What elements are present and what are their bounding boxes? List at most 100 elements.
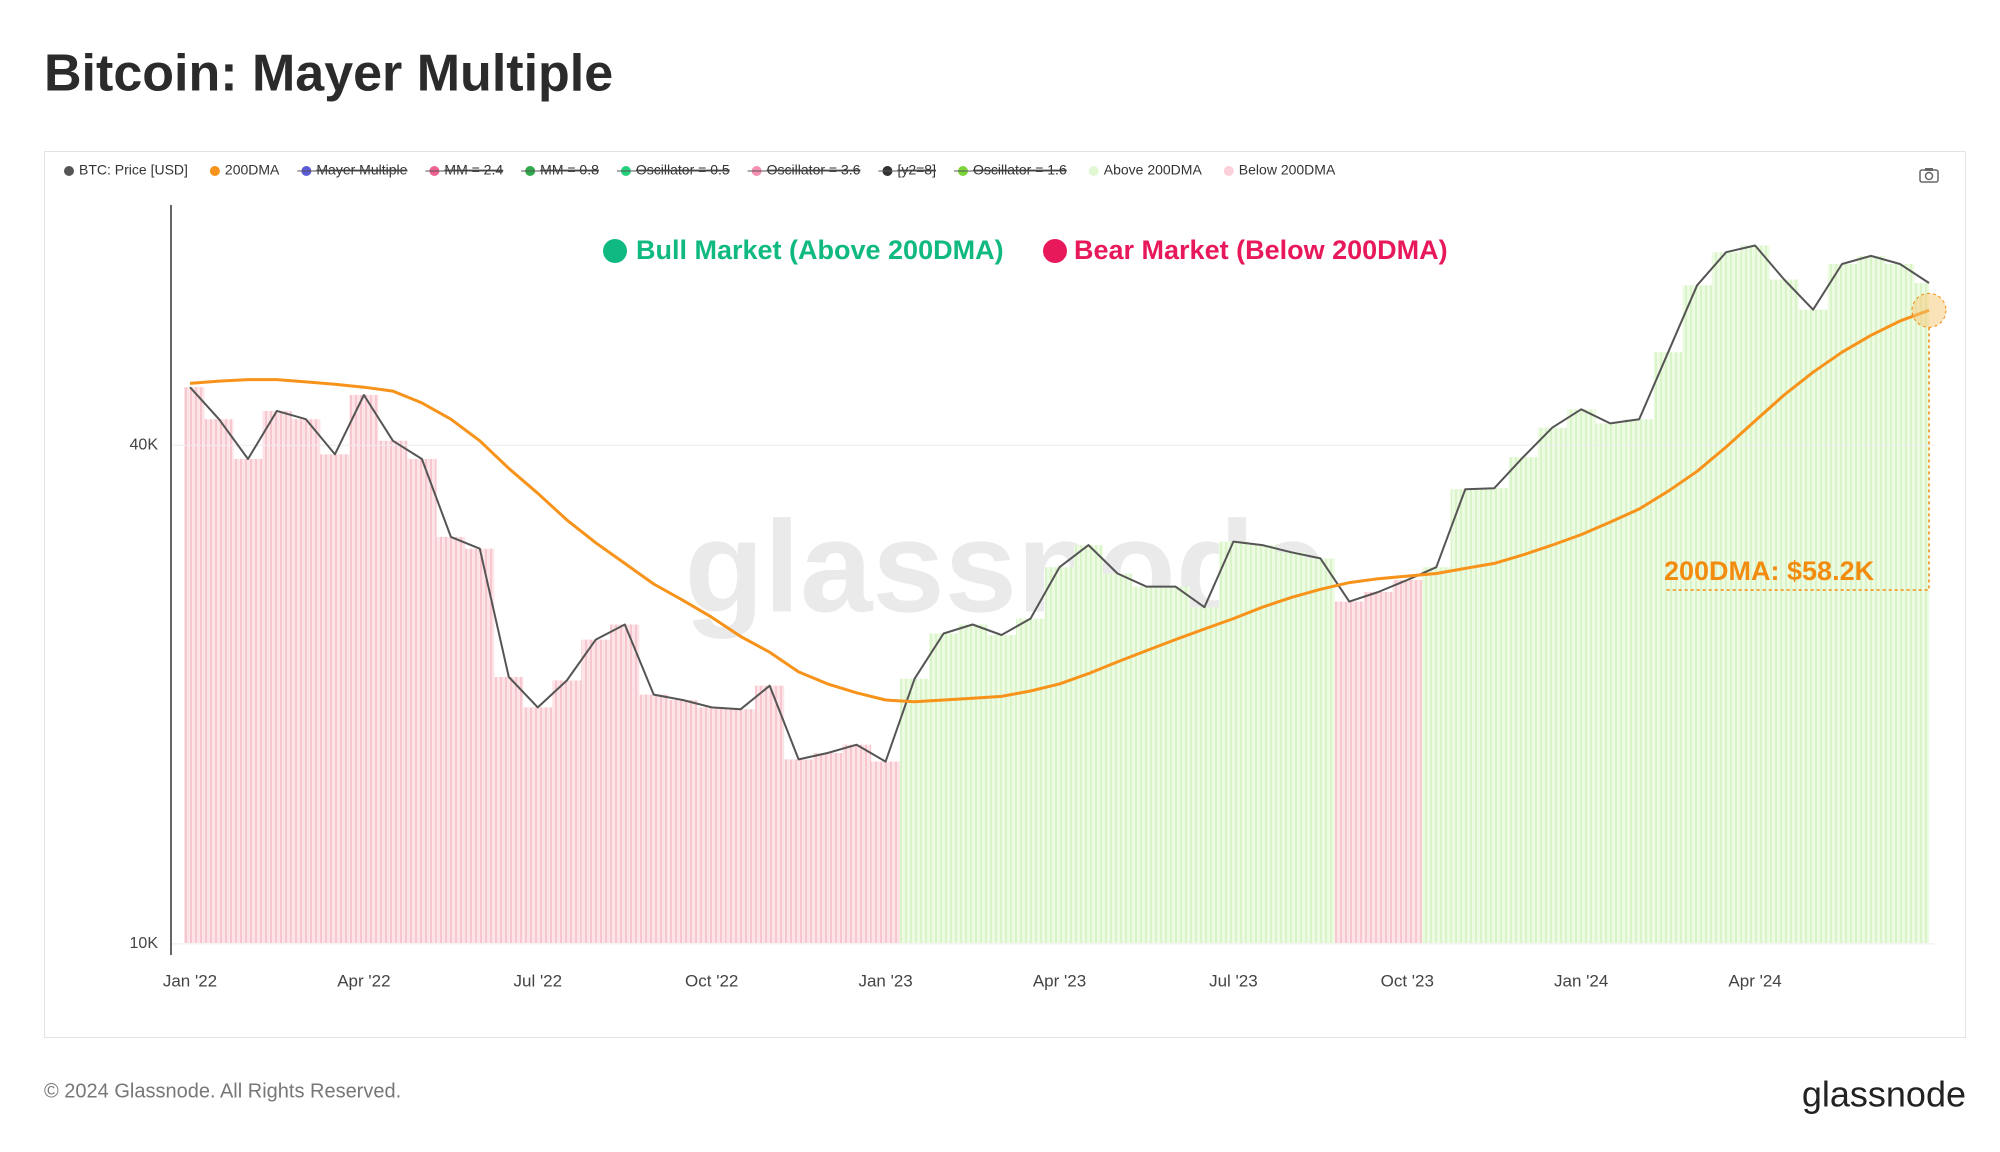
y-tick-label: 10K xyxy=(130,935,159,952)
below-region-bar xyxy=(320,454,350,943)
above-region-bar xyxy=(1711,252,1741,943)
above-region-bar xyxy=(1682,285,1712,943)
above-region-bar xyxy=(1885,264,1915,944)
legend-marker xyxy=(64,166,74,176)
above-region-bar xyxy=(1160,586,1190,943)
below-region-bar xyxy=(784,759,814,943)
price-line xyxy=(189,244,1930,763)
above-region-bar xyxy=(1305,558,1335,943)
y-tick-label: 40K xyxy=(130,436,159,453)
legend-label: 200DMA xyxy=(225,162,280,178)
below-region-bar xyxy=(668,699,698,943)
above-region-bar xyxy=(1421,567,1451,943)
above-region-bar xyxy=(1914,282,1929,943)
legend-label: Oscillator = 1.6 xyxy=(973,162,1067,178)
above-region-bar xyxy=(1276,552,1306,943)
below-region-bar xyxy=(204,419,234,943)
x-tick-label: Oct '23 xyxy=(1381,971,1434,990)
dma-callout-line xyxy=(1664,327,1930,591)
above-region-bar xyxy=(1073,545,1103,943)
title: Bitcoin: Mayer Multiple xyxy=(44,45,613,103)
above-region-bar xyxy=(1566,409,1596,943)
above-region-bar xyxy=(929,633,959,943)
dma-line xyxy=(189,308,1930,704)
above-region-bar xyxy=(1045,567,1074,943)
above-region-bar xyxy=(1740,245,1770,944)
bear-annotation: Bear Market (Below 200DMA) xyxy=(1074,235,1448,265)
camera-icon[interactable] xyxy=(1919,168,1939,183)
legend-label: BTC: Price [USD] xyxy=(79,162,188,178)
above-region-bar xyxy=(1827,264,1857,944)
below-region-bar xyxy=(494,677,524,943)
bear-dot xyxy=(1043,239,1067,263)
below-region-bar xyxy=(291,419,321,943)
legend-label: Mayer Multiple xyxy=(316,162,407,178)
above-region-bar xyxy=(1102,573,1132,943)
above-region-bar xyxy=(1798,309,1828,943)
above-region-bar xyxy=(1450,489,1480,943)
below-region-bar xyxy=(407,458,437,943)
above-region-bar xyxy=(900,678,930,943)
below-region-bar xyxy=(436,536,466,943)
regions xyxy=(184,245,1929,944)
above-region-bar xyxy=(958,624,988,943)
above-region-bar xyxy=(1508,457,1538,943)
below-region-bar xyxy=(842,744,872,943)
legend-label: Oscillator = 3.6 xyxy=(767,162,861,178)
above-region-bar xyxy=(1595,423,1625,943)
legend-marker xyxy=(1088,166,1099,176)
below-region-bar xyxy=(639,694,669,943)
legend-marker xyxy=(209,166,220,176)
above-region-bar xyxy=(1856,255,1886,943)
x-tick-label: Jan '24 xyxy=(1554,971,1608,990)
above-region-bar xyxy=(1218,541,1248,943)
logo: glassnode xyxy=(1802,1074,1966,1115)
dma-annotation: 200DMA: $58.2K xyxy=(1664,556,1875,586)
below-region-bar xyxy=(581,639,611,943)
below-region-bar xyxy=(349,394,379,944)
below-region-bar xyxy=(523,707,553,943)
bull-dot xyxy=(603,239,627,263)
legend-label: Below 200DMA xyxy=(1239,162,1336,178)
above-region-bar xyxy=(987,635,1017,943)
legend-marker xyxy=(1223,166,1234,176)
below-region-bar xyxy=(871,761,901,943)
above-region-bar xyxy=(1537,427,1567,944)
x-tick-label: Apr '23 xyxy=(1033,971,1086,990)
legend-label: Above 200DMA xyxy=(1104,162,1203,178)
x-tick-label: Jul '23 xyxy=(1209,971,1258,990)
legend-label: MM = 0.8 xyxy=(540,162,599,178)
footer: © 2024 Glassnode. All Rights Reserved. xyxy=(44,1080,401,1102)
below-region-bar xyxy=(755,685,785,943)
below-region-bar xyxy=(184,387,205,943)
above-region-bar xyxy=(1016,618,1046,943)
above-region-bar xyxy=(1624,419,1654,943)
below-region-bar xyxy=(610,624,640,943)
above-region-bar xyxy=(1769,279,1799,944)
above-region-bar xyxy=(1653,352,1683,943)
below-region-bar xyxy=(1363,591,1393,943)
below-region-bar xyxy=(262,410,292,943)
below-region-bar xyxy=(726,709,756,943)
x-tick-label: Jul '22 xyxy=(513,971,562,990)
below-region-bar xyxy=(813,753,843,943)
below-region-bar xyxy=(552,680,582,943)
below-region-bar xyxy=(697,707,727,943)
legend-label: Oscillator = 0.5 xyxy=(636,162,730,178)
below-region-bar xyxy=(1392,580,1422,943)
bull-annotation: Bull Market (Above 200DMA) xyxy=(636,235,1004,265)
below-region-bar xyxy=(1334,601,1364,943)
below-region-bar xyxy=(378,440,408,943)
x-tick-label: Apr '24 xyxy=(1728,971,1781,990)
above-region-bar xyxy=(1131,586,1161,943)
dma-end-highlight xyxy=(1911,292,1947,328)
x-tick-label: Apr '22 xyxy=(337,971,390,990)
legend-label: [y2=8] xyxy=(897,162,936,178)
below-region-bar xyxy=(233,458,263,943)
above-region-bar xyxy=(1189,607,1219,943)
legend-label: MM = 2.4 xyxy=(444,162,503,178)
below-region-bar xyxy=(465,548,495,943)
